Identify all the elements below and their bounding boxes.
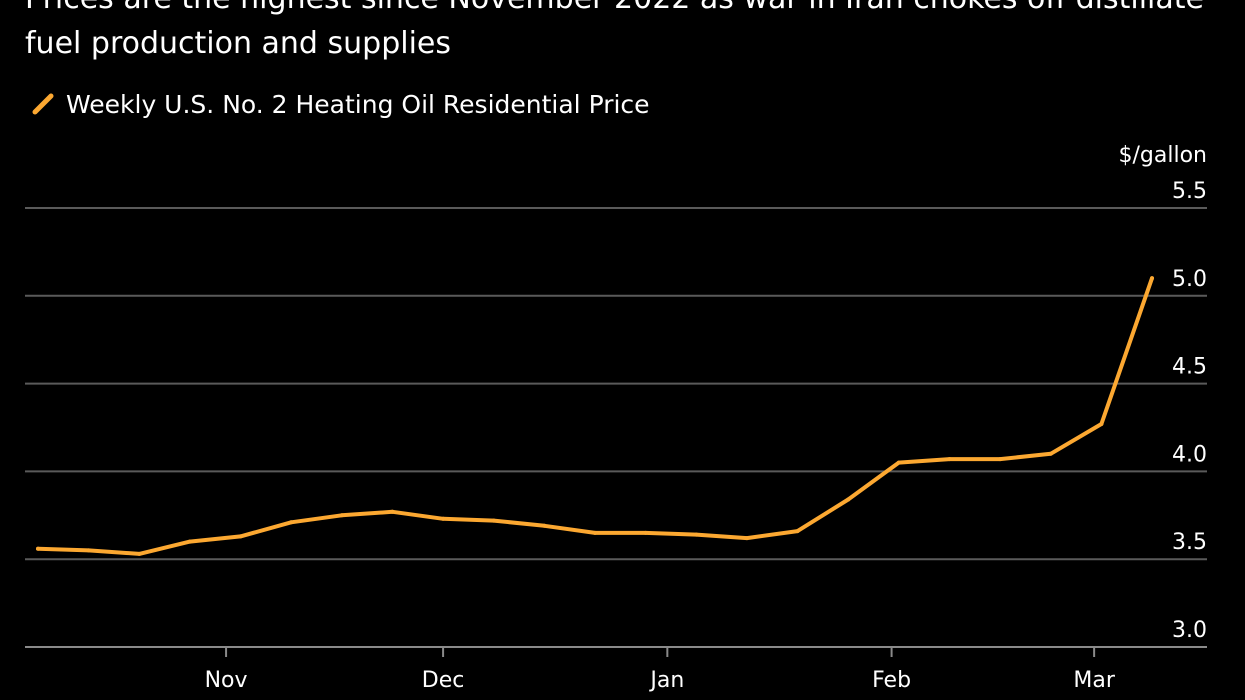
data-point xyxy=(846,497,851,502)
data-point xyxy=(694,532,699,537)
data-point xyxy=(441,516,446,521)
data-point xyxy=(795,529,800,534)
chart-legend: Weekly U.S. No. 2 Heating Oil Residentia… xyxy=(30,86,650,122)
x-axis-tick-label: Feb xyxy=(872,668,911,693)
legend-label: Weekly U.S. No. 2 Heating Oil Residentia… xyxy=(66,89,650,119)
data-point xyxy=(998,457,1003,462)
data-point xyxy=(947,457,952,462)
y-axis-tick-label: 5.0 xyxy=(1172,267,1207,292)
y-axis-tick-label: 4.5 xyxy=(1172,355,1207,380)
data-point xyxy=(187,539,192,544)
data-point xyxy=(339,513,344,518)
data-point xyxy=(36,546,40,551)
data-point xyxy=(643,530,648,535)
series-line-heating-oil-price xyxy=(36,276,1154,556)
y-axis-tick-label: 4.0 xyxy=(1172,442,1207,467)
x-axis-tick-label: Mar xyxy=(1073,668,1115,693)
data-point xyxy=(289,520,294,525)
x-axis-tick-label: Dec xyxy=(422,668,465,693)
data-point xyxy=(1099,422,1104,426)
data-point xyxy=(896,460,901,465)
legend-line-icon xyxy=(32,93,54,115)
data-point xyxy=(137,551,142,556)
y-axis-tick-label: 3.5 xyxy=(1172,530,1207,555)
data-point xyxy=(491,518,496,523)
y-axis-tick-label: 3.0 xyxy=(1172,618,1207,643)
data-point xyxy=(1048,451,1053,456)
data-point xyxy=(1150,276,1154,281)
data-point xyxy=(542,523,547,528)
data-point xyxy=(390,509,395,514)
grid-lines xyxy=(25,207,1207,561)
chart-subtitle: Prices are the highest since November 20… xyxy=(25,0,1204,61)
data-point xyxy=(86,548,91,553)
y-axis-tick-labels: 3.0 3.5 4.0 4.5 5.0 5.5 xyxy=(1172,179,1207,643)
x-axis-tick-label: Nov xyxy=(205,668,248,693)
data-point xyxy=(593,530,597,535)
y-axis-tick-label: 5.5 xyxy=(1172,179,1207,204)
x-axis-tick-label: Jan xyxy=(648,668,684,693)
x-axis: Nov Dec Jan Feb Mar xyxy=(25,646,1207,693)
data-point xyxy=(238,534,243,539)
data-series xyxy=(36,276,1154,556)
y-axis-unit-label: $/gallon xyxy=(1119,143,1207,168)
data-point xyxy=(744,536,749,541)
